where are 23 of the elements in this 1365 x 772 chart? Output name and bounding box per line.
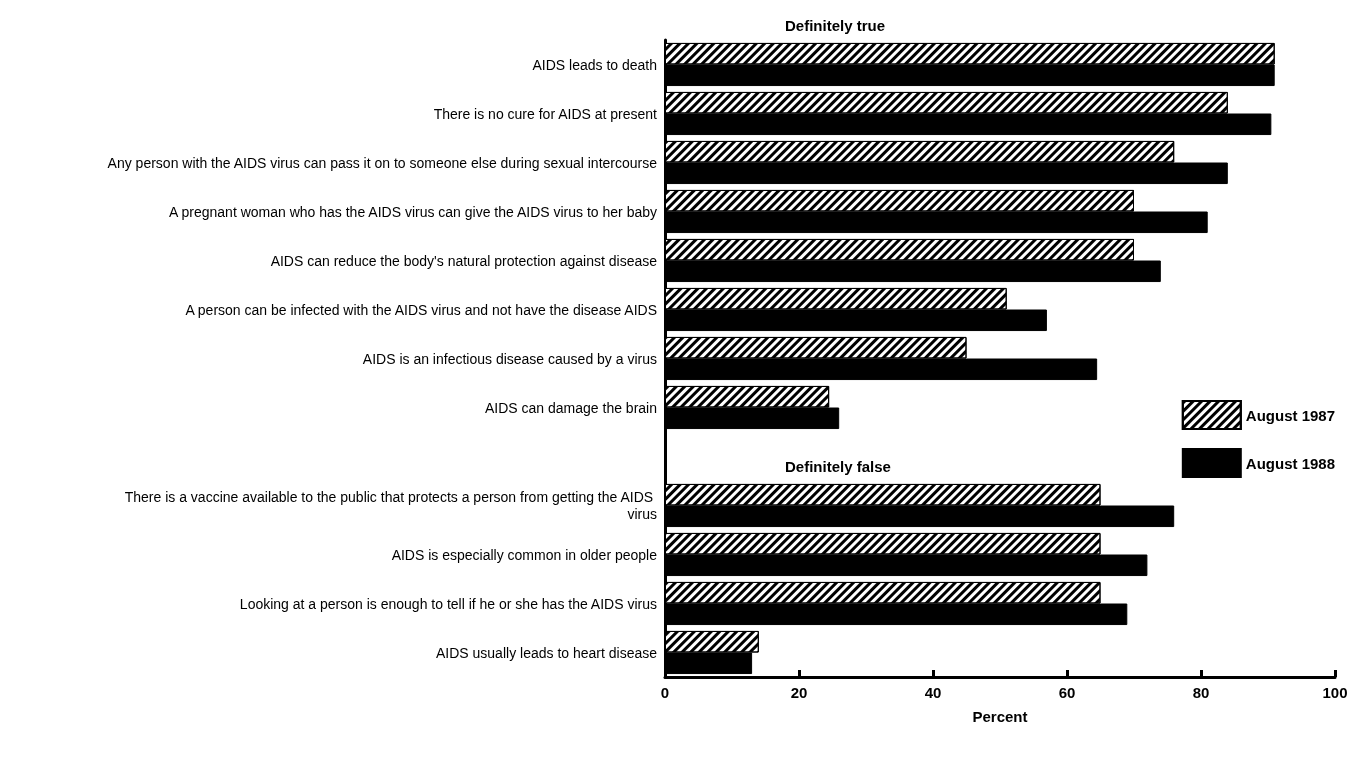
y-tick-label: There is a vaccine available to the public that protects a person from getting the AIDS virus xyxy=(124,489,657,522)
y-tick-label: A pregnant woman who has the AIDS virus can give the AIDS virus to her baby xyxy=(169,203,657,220)
y-tick-label: AIDS is especially common in older people xyxy=(391,546,658,563)
y-tick-label: A person can be infected with the AIDS virus and not have the disease AIDS xyxy=(185,301,657,318)
y-tick-label: Any person with the AIDS virus can pass it on to someone else during sexual intercourse xyxy=(107,154,658,171)
y-tick-label: AIDS is an infectious disease caused by a virus xyxy=(362,350,657,367)
y-tick-label: There is no cure for AIDS at present xyxy=(433,105,658,122)
x-tick-label: 80 xyxy=(1192,684,1210,701)
annotation: Definitely false xyxy=(785,457,891,475)
y-tick-label: AIDS can reduce the body's natural protection against disease xyxy=(270,252,658,269)
y-tick-label: AIDS usually leads to heart disease xyxy=(435,644,658,661)
legend-label: August 1988 xyxy=(1245,454,1336,472)
x-tick-label: 0 xyxy=(660,684,670,701)
text: Definitely true xyxy=(785,17,886,34)
y-tick-label: AIDS leads to death xyxy=(532,56,657,73)
x-tick-label: 100 xyxy=(1322,684,1348,701)
x-tick-label: 40 xyxy=(924,684,942,701)
x-axis-title: Percent xyxy=(972,708,1028,725)
y-tick-label: Looking at a person is enough to tell if he or she has the AIDS virus xyxy=(239,595,657,612)
x-tick-label: 20 xyxy=(790,684,808,701)
x-tick-label: 60 xyxy=(1058,684,1076,701)
y-tick-label: AIDS can damage the brain xyxy=(485,399,657,416)
legend-label: August 1987 xyxy=(1245,406,1336,424)
